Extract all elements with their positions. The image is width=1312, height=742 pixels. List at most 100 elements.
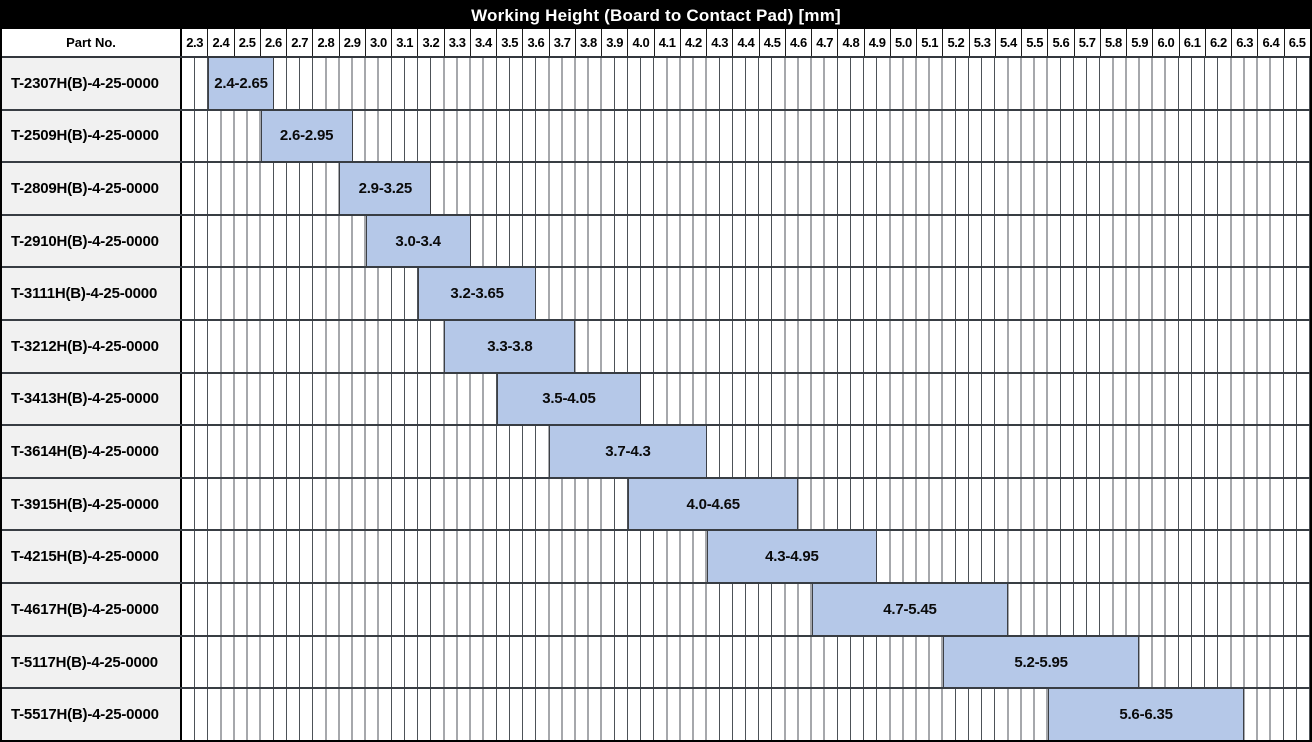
axis-tick-label: 5.7 (1075, 29, 1101, 56)
axis-tick-label: 3.1 (392, 29, 419, 56)
part-number-cell: T-3413H(B)-4-25-0000 (2, 373, 182, 425)
part-number-cell: T-3212H(B)-4-25-0000 (2, 321, 182, 372)
range-bar-label: 3.3-3.8 (487, 337, 533, 355)
table-row: T-2509H(B)-4-25-0000 2.6-2.95 (2, 108, 1310, 162)
axis-tick-label: 3.9 (602, 29, 629, 56)
part-number-cell: T-4617H(B)-4-25-0000 (2, 584, 182, 635)
axis-header-row: Part No. 2.3 2.4 2.5 2.6 2.7 2.8 2.9 3.0 3.1 3.2 3… (2, 29, 1310, 58)
part-number-cell: T-2910H(B)-4-25-0000 (2, 215, 182, 267)
range-bar: 2.4-2.65 (208, 58, 274, 109)
bar-track: 3.2-3.65 (182, 268, 1310, 320)
table-row: T-3212H(B)-4-25-0000 3.3-3.8 (2, 319, 1310, 372)
axis-tick-label: 6.1 (1180, 29, 1206, 56)
axis-tick-label: 5.0 (891, 29, 917, 56)
axis-tick-label: 4.8 (838, 29, 865, 56)
chart-rows: T-2307H(B)-4-25-0000 2.4-2.65 T-2509H(B)-4… (2, 58, 1310, 740)
axis-tick-label: 4.5 (760, 29, 786, 56)
part-number-cell: T-2307H(B)-4-25-0000 (2, 58, 182, 109)
chart-title: Working Height (Board to Contact Pad) [m… (2, 2, 1310, 29)
bar-track: 3.0-3.4 (182, 215, 1310, 267)
axis-tick-label: 5.2 (943, 29, 970, 56)
range-bar: 4.3-4.95 (706, 531, 878, 583)
range-bar-label: 4.7-5.45 (883, 600, 937, 618)
axis-tick-label: 2.3 (182, 29, 209, 56)
axis-tick-label: 5.5 (1022, 29, 1049, 56)
axis-tick-label: 3.7 (550, 29, 576, 56)
axis-tick-label: 2.8 (313, 29, 340, 56)
bar-track: 5.6-6.35 (182, 689, 1310, 740)
axis-tick-label: 2.6 (261, 29, 287, 56)
axis-tick-label: 6.3 (1232, 29, 1259, 56)
bar-track: 3.7-4.3 (182, 426, 1310, 477)
table-row: T-3915H(B)-4-25-0000 4.0-4.65 (2, 476, 1310, 530)
bar-track: 2.6-2.95 (182, 110, 1310, 162)
range-bar: 3.2-3.65 (418, 268, 537, 320)
axis-tick-label: 3.4 (471, 29, 497, 56)
axis-tick-label: 3.3 (445, 29, 471, 56)
part-number-cell: T-5517H(B)-4-25-0000 (2, 689, 182, 740)
axis-tick-label: 4.9 (865, 29, 891, 56)
table-row: T-2307H(B)-4-25-0000 2.4-2.65 (2, 58, 1310, 109)
bar-track: 4.0-4.65 (182, 478, 1310, 530)
range-bar: 3.3-3.8 (444, 321, 576, 372)
range-bar-label: 5.6-6.35 (1119, 706, 1173, 724)
range-bar: 4.0-4.65 (627, 478, 799, 530)
bar-track: 4.3-4.95 (182, 531, 1310, 583)
part-number-cell: T-3614H(B)-4-25-0000 (2, 426, 182, 477)
axis-tick-label: 3.2 (418, 29, 445, 56)
range-bar-label: 2.9-3.25 (358, 180, 413, 198)
range-bar-label: 4.0-4.65 (686, 495, 740, 513)
range-bar: 3.0-3.4 (365, 215, 471, 267)
range-bar: 3.5-4.05 (496, 373, 642, 425)
bar-track: 2.4-2.65 (182, 58, 1310, 109)
range-bar-label: 3.2-3.65 (450, 285, 504, 303)
range-bar-label: 2.6-2.95 (279, 127, 334, 145)
axis-tick-label: 5.6 (1048, 29, 1075, 56)
table-row: T-4617H(B)-4-25-0000 4.7-5.45 (2, 582, 1310, 635)
range-bar-label: 3.5-4.05 (542, 390, 596, 408)
table-row: T-4215H(B)-4-25-0000 4.3-4.95 (2, 529, 1310, 583)
table-row: T-3614H(B)-4-25-0000 3.7-4.3 (2, 424, 1310, 477)
axis-tick-label: 5.9 (1127, 29, 1154, 56)
axis-tick-label: 5.1 (917, 29, 944, 56)
bar-track: 5.2-5.95 (182, 636, 1310, 688)
axis-tick-label: 5.4 (996, 29, 1022, 56)
axis-tick-label: 3.5 (497, 29, 524, 56)
axis-tick-label: 2.9 (340, 29, 366, 56)
part-number-cell: T-4215H(B)-4-25-0000 (2, 531, 182, 583)
axis-tick-label: 2.5 (235, 29, 261, 56)
range-bar: 5.6-6.35 (1047, 689, 1245, 740)
part-number-cell: T-3111H(B)-4-25-0000 (2, 268, 182, 320)
axis-tick-label: 6.5 (1288, 35, 1306, 50)
axis-tick-label: 3.6 (523, 29, 550, 56)
table-row: T-5517H(B)-4-25-0000 5.6-6.35 (2, 687, 1310, 740)
range-bar: 2.9-3.25 (339, 163, 432, 214)
axis-tick-label: 3.8 (576, 29, 602, 56)
range-bar: 5.2-5.95 (942, 636, 1140, 688)
axis-tick-label: 4.3 (707, 29, 734, 56)
axis-ticks: 2.3 2.4 2.5 2.6 2.7 2.8 2.9 3.0 3.1 3.2 3.3 3.4 3.5 3… (182, 29, 1310, 56)
axis-tick-label: 6.4 (1258, 29, 1285, 56)
part-number-cell: T-2509H(B)-4-25-0000 (2, 110, 182, 162)
axis-tick-label: 2.4 (208, 29, 235, 56)
table-row: T-2910H(B)-4-25-0000 3.0-3.4 (2, 213, 1310, 267)
table-row: T-2809H(B)-4-25-0000 2.9-3.25 (2, 161, 1310, 214)
range-bar: 4.7-5.45 (811, 584, 1009, 635)
range-bar-label: 3.0-3.4 (395, 232, 441, 250)
axis-tick-label: 2.7 (287, 29, 314, 56)
part-number-cell: T-2809H(B)-4-25-0000 (2, 163, 182, 214)
part-number-cell: T-3915H(B)-4-25-0000 (2, 478, 182, 530)
axis-tick-label: 6.0 (1153, 29, 1180, 56)
table-row: T-5117H(B)-4-25-0000 5.2-5.95 (2, 634, 1310, 688)
range-bar: 2.6-2.95 (260, 110, 353, 162)
axis-tick-label: 4.6 (786, 29, 812, 56)
range-bar-label: 3.7-4.3 (605, 443, 651, 461)
range-bar-label: 4.3-4.95 (765, 548, 819, 566)
axis-tick-label: 5.8 (1101, 29, 1127, 56)
bar-track: 2.9-3.25 (182, 163, 1310, 214)
axis-tick-label: 4.0 (628, 29, 655, 56)
axis-tick-label: 4.7 (812, 29, 839, 56)
axis-tick-label: 4.4 (733, 29, 760, 56)
bar-track: 3.3-3.8 (182, 321, 1310, 372)
